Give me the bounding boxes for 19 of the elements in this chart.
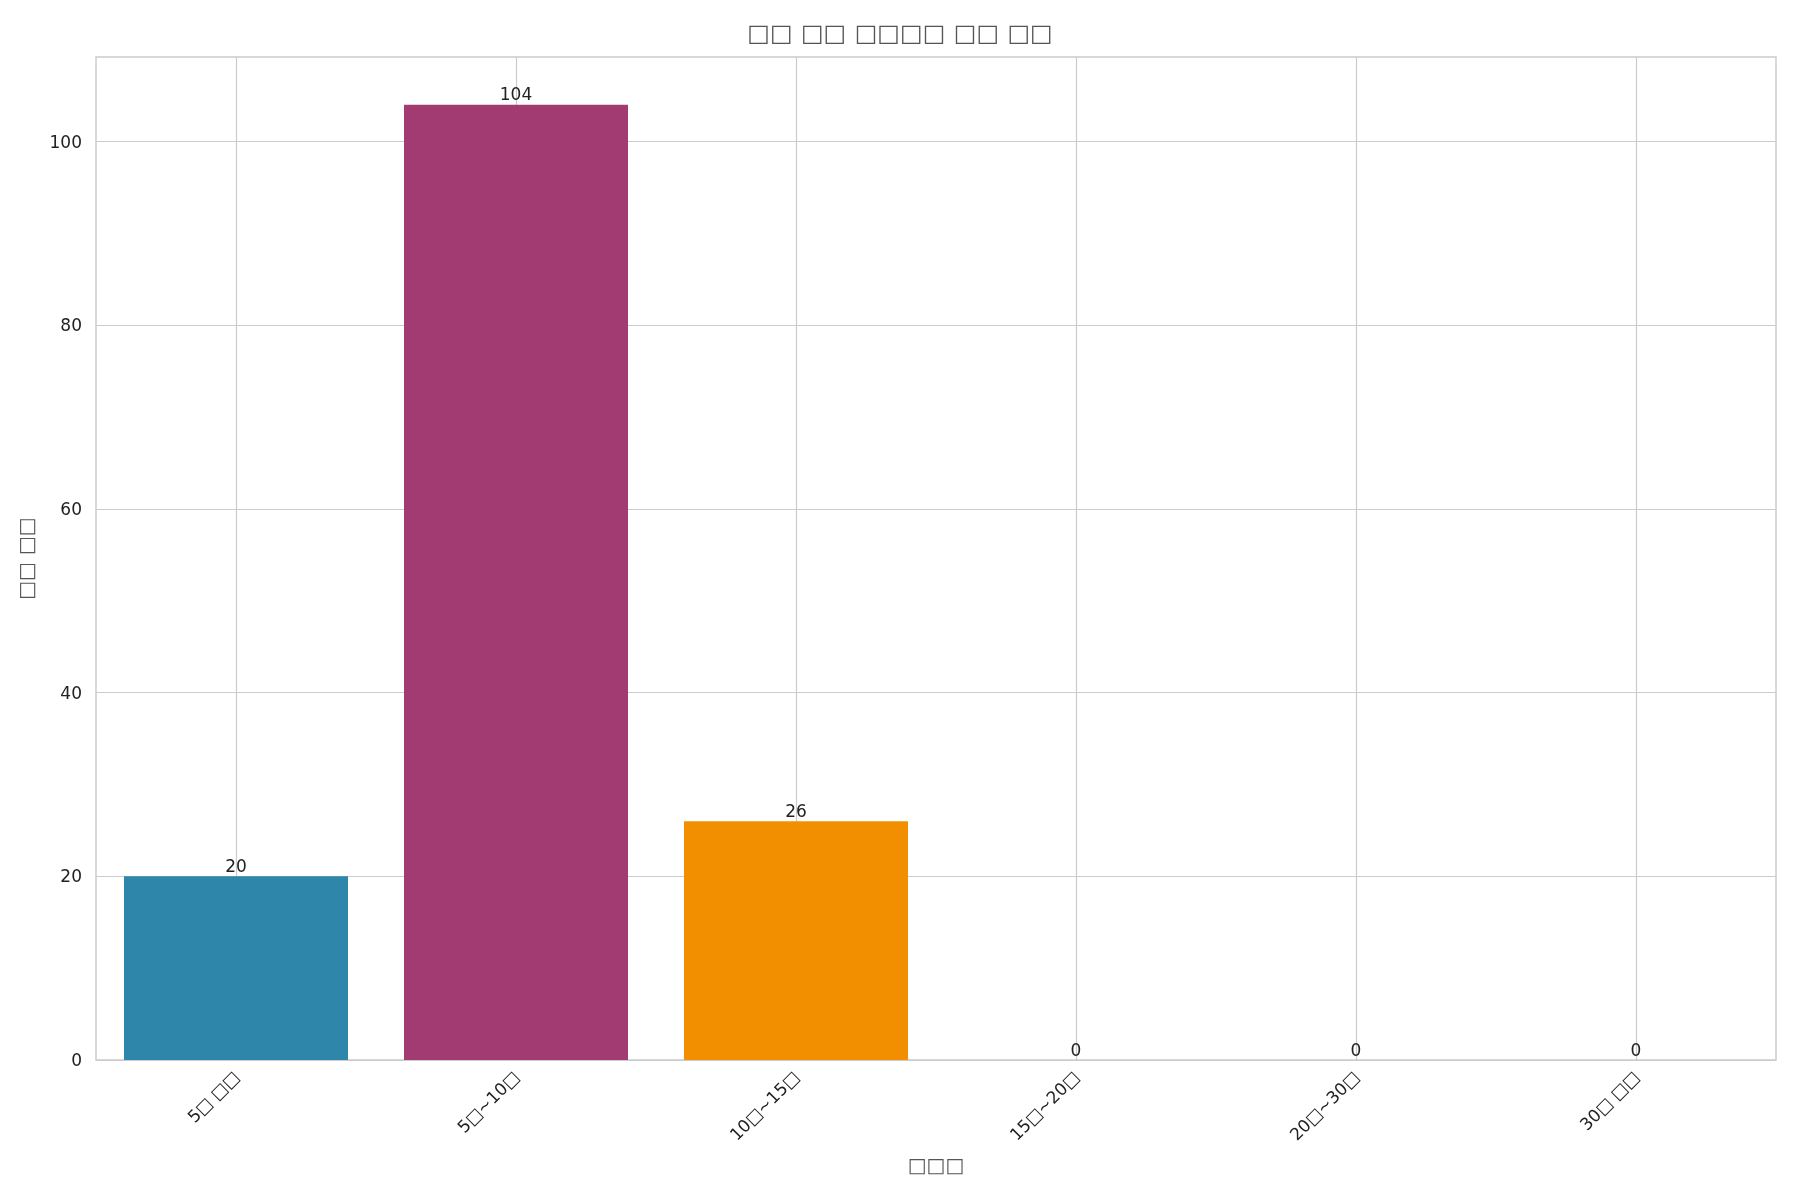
y-axis-title: □□ □□ (14, 517, 38, 600)
bar (404, 104, 628, 1060)
y-tick-label: 60 (60, 498, 82, 519)
y-tick-label: 20 (60, 866, 82, 887)
data-label: 104 (499, 84, 533, 105)
bar (124, 876, 348, 1060)
chart-title: □□ □□ □□□□ □□ □□ (747, 19, 1053, 47)
data-label: 26 (785, 800, 807, 821)
data-label: 0 (1630, 1039, 1642, 1060)
bar (684, 821, 908, 1060)
data-label: 0 (1350, 1039, 1362, 1060)
y-tick-label: 40 (60, 682, 82, 703)
x-axis-title: □□□ (907, 1153, 965, 1177)
data-label: 0 (1070, 1039, 1082, 1060)
y-tick-label: 100 (49, 131, 82, 152)
y-tick-label: 80 (60, 315, 82, 336)
y-tick-label: 0 (71, 1050, 82, 1070)
data-label: 20 (225, 855, 247, 876)
x-tick-label: 5□ □□ (183, 1066, 244, 1127)
